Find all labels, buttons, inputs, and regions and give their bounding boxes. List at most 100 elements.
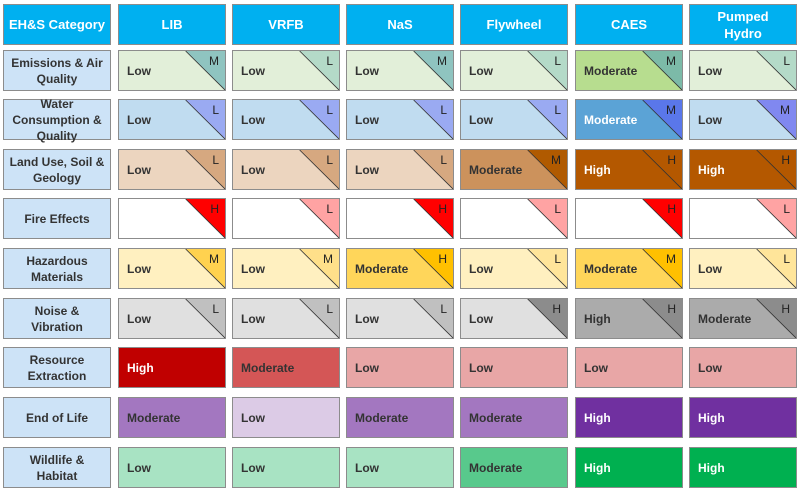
- rating-cell: L Low: [118, 298, 226, 339]
- corner-rating: H: [667, 302, 676, 316]
- corner-triangle: [642, 299, 682, 338]
- impact-level: Low: [241, 460, 265, 475]
- category-label: Emissions & Air Quality: [3, 50, 111, 91]
- corner-triangle: [642, 199, 682, 238]
- impact-level: High: [584, 162, 611, 177]
- rating-cell: Low: [232, 447, 340, 488]
- corner-triangle: [527, 299, 567, 338]
- impact-level: Low: [241, 162, 265, 177]
- rating-cell: L Low: [346, 298, 454, 339]
- corner-triangle: [413, 299, 453, 338]
- impact-level: Moderate: [698, 311, 752, 326]
- corner-triangle: [756, 100, 796, 139]
- impact-level: Moderate: [469, 460, 523, 475]
- header-flywheel: Flywheel: [460, 4, 568, 45]
- corner-rating: H: [438, 252, 447, 266]
- rating-cell: L Low: [460, 50, 568, 91]
- impact-level: Low: [355, 63, 379, 78]
- rating-cell: Low: [575, 347, 683, 388]
- corner-triangle: [413, 51, 453, 90]
- corner-triangle: [527, 150, 567, 189]
- corner-rating: L: [326, 202, 333, 216]
- corner-triangle: [185, 199, 225, 238]
- impact-level: Low: [355, 360, 379, 375]
- rating-cell: L Low: [689, 50, 797, 91]
- corner-triangle: [185, 100, 225, 139]
- impact-level: Moderate: [584, 63, 638, 78]
- rating-cell: H High: [575, 149, 683, 190]
- corner-triangle: [756, 299, 796, 338]
- category-label: Noise & Vibration: [3, 298, 111, 339]
- impact-level: Low: [698, 63, 722, 78]
- impact-level: Low: [241, 63, 265, 78]
- rating-cell: Moderate: [460, 447, 568, 488]
- rating-cell: Low: [460, 347, 568, 388]
- corner-rating: L: [554, 103, 561, 117]
- rating-cell: H Moderate: [346, 248, 454, 289]
- rating-cell: M Low: [232, 248, 340, 289]
- corner-rating: M: [666, 103, 676, 117]
- corner-triangle: [756, 249, 796, 288]
- rating-cell: High: [575, 397, 683, 438]
- rating-cell: H High: [689, 149, 797, 190]
- impact-level: Moderate: [127, 410, 181, 425]
- corner-rating: H: [210, 202, 219, 216]
- header-vrfb: VRFB: [232, 4, 340, 45]
- corner-triangle: [413, 249, 453, 288]
- rating-cell: Moderate: [118, 397, 226, 438]
- category-label: Land Use, Soil & Geology: [3, 149, 111, 190]
- corner-rating: M: [437, 54, 447, 68]
- corner-triangle: [299, 199, 339, 238]
- impact-level: Low: [127, 63, 151, 78]
- rating-cell: L: [460, 198, 568, 239]
- rating-cell: L: [689, 198, 797, 239]
- corner-rating: M: [209, 252, 219, 266]
- rating-cell: H: [575, 198, 683, 239]
- corner-rating: H: [781, 153, 790, 167]
- rating-cell: L Low: [118, 149, 226, 190]
- rating-cell: H: [118, 198, 226, 239]
- impact-level: Moderate: [584, 112, 638, 127]
- rating-cell: L Low: [232, 50, 340, 91]
- corner-rating: L: [326, 103, 333, 117]
- rating-cell: L Low: [346, 99, 454, 140]
- corner-rating: L: [440, 153, 447, 167]
- rating-cell: M Low: [118, 248, 226, 289]
- corner-triangle: [185, 249, 225, 288]
- rating-cell: M Moderate: [460, 149, 568, 190]
- corner-rating: L: [783, 54, 790, 68]
- impact-level: High: [127, 360, 154, 375]
- impact-level: Low: [698, 360, 722, 375]
- impact-level: Low: [127, 460, 151, 475]
- category-label: Water Consumption & Quality: [3, 97, 111, 143]
- impact-level: Low: [469, 360, 493, 375]
- corner-rating: L: [326, 54, 333, 68]
- category-label: Hazardous Materials: [3, 248, 111, 289]
- rating-cell: Moderate: [346, 397, 454, 438]
- corner-rating: L: [440, 103, 447, 117]
- impact-level: Low: [355, 311, 379, 326]
- rating-cell: High: [575, 447, 683, 488]
- corner-rating: M: [780, 103, 790, 117]
- rating-cell: L Low: [689, 248, 797, 289]
- header-lib: LIB: [118, 4, 226, 45]
- corner-triangle: [185, 150, 225, 189]
- impact-level: Low: [241, 410, 265, 425]
- corner-rating: H: [667, 202, 676, 216]
- corner-triangle: [299, 100, 339, 139]
- impact-level: Low: [355, 460, 379, 475]
- impact-level: Low: [698, 261, 722, 276]
- impact-level: Moderate: [469, 162, 523, 177]
- rating-cell: High: [689, 397, 797, 438]
- rating-cell: L Low: [232, 298, 340, 339]
- corner-triangle: [299, 51, 339, 90]
- corner-triangle: [413, 100, 453, 139]
- corner-triangle: [527, 100, 567, 139]
- corner-triangle: [185, 299, 225, 338]
- impact-level: Moderate: [584, 261, 638, 276]
- corner-triangle: [413, 150, 453, 189]
- rating-cell: L Low: [118, 99, 226, 140]
- corner-triangle: [756, 51, 796, 90]
- impact-level: High: [584, 311, 611, 326]
- corner-rating: M: [551, 153, 561, 167]
